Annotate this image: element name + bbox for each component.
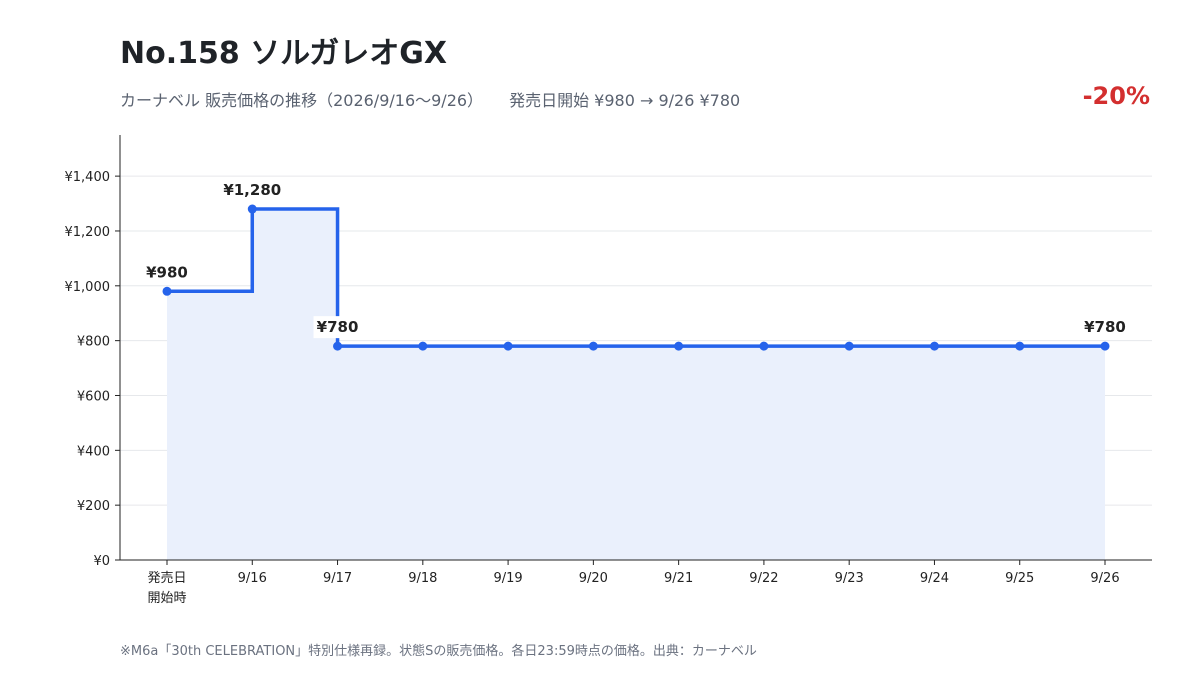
data-label: ¥780	[317, 318, 359, 336]
y-tick-label: ¥1,400	[65, 170, 111, 185]
x-tick-label-line: 9/23	[835, 571, 864, 586]
x-tick-label: 9/16	[238, 571, 267, 586]
y-tick-label: ¥400	[77, 444, 110, 459]
x-tick-label-line: 9/21	[664, 571, 693, 586]
x-tick-label-line: 9/18	[408, 571, 437, 586]
x-tick-label-line: 9/20	[579, 571, 608, 586]
data-point	[844, 341, 854, 351]
x-tick-label-line: 9/24	[920, 571, 949, 586]
data-label: ¥780	[1084, 318, 1126, 336]
price-change-badge: -20%	[1082, 82, 1150, 110]
x-tick-label-line: 開始時	[147, 591, 186, 606]
x-tick-label-line: 発売日	[147, 570, 186, 586]
x-tick-label: 9/24	[920, 571, 949, 586]
x-tick-label: 発売日開始時	[147, 570, 186, 606]
x-tick-label-line: 9/19	[493, 571, 522, 586]
x-tick-label-line: 9/22	[749, 571, 778, 586]
data-point	[759, 341, 769, 351]
data-point	[247, 204, 257, 214]
x-tick-label: 9/22	[749, 571, 778, 586]
x-tick-label: 9/19	[493, 571, 522, 586]
subtitle-period: カーナベル 販売価格の推移（2026/9/16〜9/26）	[120, 91, 484, 110]
chart-subtitle: カーナベル 販売価格の推移（2026/9/16〜9/26） 発売日開始 ¥980 …	[120, 87, 740, 111]
data-point	[162, 286, 172, 296]
x-tick-label: 9/26	[1090, 571, 1119, 586]
data-point	[1015, 341, 1025, 351]
data-point	[1100, 341, 1110, 351]
y-tick-label: ¥1,000	[65, 280, 111, 295]
x-tick-label-line: 9/25	[1005, 571, 1034, 586]
x-tick-label: 9/17	[323, 571, 352, 586]
footnote: ※M6a「30th CELEBRATION」特別仕様再録。状態Sの販売価格。各日…	[120, 644, 757, 659]
price-step-line	[167, 207, 1105, 348]
data-point	[333, 341, 343, 351]
data-label-bg	[313, 316, 362, 339]
x-tick-label: 9/21	[664, 571, 693, 586]
price-area	[167, 209, 1105, 560]
x-tick-label: 9/20	[579, 571, 608, 586]
y-tick-label: ¥600	[77, 389, 110, 404]
x-tick-label-line: 9/17	[323, 571, 352, 586]
x-tick-label: 9/25	[1005, 571, 1034, 586]
y-tick-label: ¥800	[77, 335, 110, 350]
y-tick-label: ¥200	[77, 499, 110, 514]
data-point	[674, 341, 684, 351]
data-label: ¥1,280	[223, 181, 281, 199]
y-tick-label: ¥1,200	[65, 225, 111, 240]
x-tick-label: 9/23	[835, 571, 864, 586]
data-point	[588, 341, 598, 351]
chart-title: No.158 ソルガレオGX	[120, 36, 448, 71]
data-label: ¥980	[146, 263, 188, 281]
data-point	[418, 341, 428, 351]
data-point	[929, 341, 939, 351]
y-tick-label: ¥0	[93, 554, 110, 569]
data-point	[503, 341, 513, 351]
x-tick-label-line: 9/26	[1090, 571, 1119, 586]
x-tick-label-line: 9/16	[238, 571, 267, 586]
x-tick-label: 9/18	[408, 571, 437, 586]
subtitle-summary: 発売日開始 ¥980 → 9/26 ¥780	[509, 91, 741, 110]
